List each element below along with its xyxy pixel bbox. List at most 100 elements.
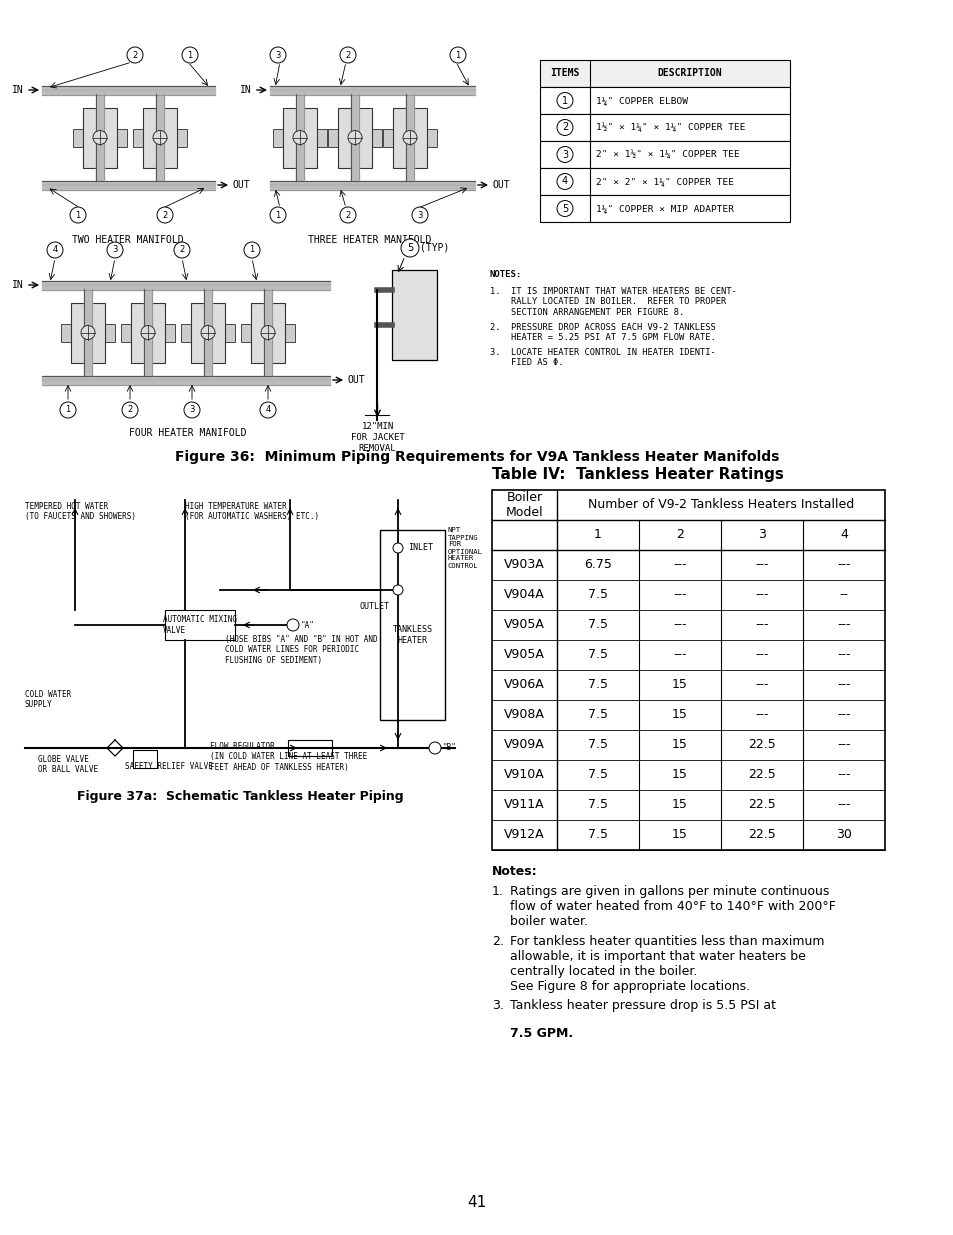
Text: 1.: 1. (492, 885, 503, 898)
Text: ---: --- (755, 709, 768, 721)
Circle shape (184, 403, 200, 417)
Bar (105, 324, 115, 342)
Text: 4: 4 (840, 529, 847, 541)
Text: V910A: V910A (503, 768, 544, 782)
Circle shape (557, 147, 573, 163)
Bar (61, 324, 71, 342)
Text: 30: 30 (835, 829, 851, 841)
Text: 4: 4 (561, 177, 567, 186)
Text: 15: 15 (671, 739, 687, 752)
Bar (273, 128, 283, 147)
Text: V909A: V909A (503, 739, 544, 752)
Text: 7.5: 7.5 (587, 619, 607, 631)
Text: 2: 2 (345, 210, 351, 220)
Text: THREE HEATER MANIFOLD: THREE HEATER MANIFOLD (308, 235, 432, 245)
Circle shape (557, 120, 573, 136)
Text: 2" × 1½" × 1¼" COPPER TEE: 2" × 1½" × 1¼" COPPER TEE (596, 149, 739, 159)
Text: 6.75: 6.75 (583, 558, 611, 572)
Text: 2: 2 (345, 51, 351, 59)
Text: ---: --- (755, 558, 768, 572)
Text: For tankless heater quantities less than maximum
allowable, it is important that: For tankless heater quantities less than… (510, 935, 823, 993)
Circle shape (122, 403, 138, 417)
Text: 15: 15 (671, 768, 687, 782)
Text: NOTES:: NOTES: (490, 270, 521, 279)
Text: REMOVAL: REMOVAL (358, 445, 395, 453)
Text: HIGH TEMPERATURE WATER
(FOR AUTOMATIC WASHERS, ETC.): HIGH TEMPERATURE WATER (FOR AUTOMATIC WA… (185, 501, 319, 521)
Text: V908A: V908A (503, 709, 544, 721)
Text: 3: 3 (275, 51, 280, 59)
Bar (83, 107, 117, 168)
Text: DESCRIPTION: DESCRIPTION (657, 68, 721, 79)
Text: IN: IN (240, 85, 252, 95)
Circle shape (393, 543, 402, 553)
Circle shape (244, 242, 260, 258)
Text: ---: --- (673, 558, 686, 572)
Text: ---: --- (755, 589, 768, 601)
Text: 15: 15 (671, 829, 687, 841)
Text: 2: 2 (561, 122, 568, 132)
Text: ---: --- (837, 558, 850, 572)
Text: 7.5: 7.5 (587, 799, 607, 811)
Bar (382, 128, 393, 147)
Circle shape (157, 207, 172, 224)
Bar (71, 303, 105, 363)
Text: ---: --- (837, 709, 850, 721)
Text: 41: 41 (467, 1195, 486, 1210)
Text: 22.5: 22.5 (747, 829, 775, 841)
Text: V905A: V905A (503, 648, 544, 662)
Bar (328, 128, 337, 147)
Text: 4: 4 (52, 246, 57, 254)
Text: 1: 1 (249, 246, 254, 254)
Text: ---: --- (755, 648, 768, 662)
Text: 2: 2 (132, 51, 137, 59)
Text: Notes:: Notes: (492, 864, 537, 878)
Circle shape (339, 47, 355, 63)
Text: 15: 15 (671, 799, 687, 811)
Text: IN: IN (12, 280, 24, 290)
Text: Table IV:  Tankless Heater Ratings: Table IV: Tankless Heater Ratings (492, 467, 783, 482)
Text: Ratings are given in gallons per minute continuous
flow of water heated from 40°: Ratings are given in gallons per minute … (510, 885, 835, 927)
Text: 3: 3 (189, 405, 194, 415)
Text: (TYP): (TYP) (419, 243, 449, 253)
Circle shape (201, 326, 214, 340)
Text: Tankless heater pressure drop is 5.5 PSI at: Tankless heater pressure drop is 5.5 PSI… (510, 999, 775, 1011)
Text: 3: 3 (416, 210, 422, 220)
Text: FOR JACKET: FOR JACKET (351, 433, 404, 442)
Text: 5: 5 (561, 204, 568, 214)
Text: V906A: V906A (503, 678, 544, 692)
Text: 15: 15 (671, 678, 687, 692)
Circle shape (393, 585, 402, 595)
Text: (HOSE BIBS "A" AND "B" IN HOT AND
COLD WATER LINES FOR PERIODIC
FLUSHING OF SEDI: (HOSE BIBS "A" AND "B" IN HOT AND COLD W… (225, 635, 377, 664)
Text: V905A: V905A (503, 619, 544, 631)
Text: 2: 2 (162, 210, 168, 220)
Text: ---: --- (755, 678, 768, 692)
Text: ---: --- (673, 589, 686, 601)
Text: FLOW REGULATOR
(IN COLD WATER LINE AT LEAST THREE
FEET AHEAD OF TANKLESS HEATER): FLOW REGULATOR (IN COLD WATER LINE AT LE… (210, 742, 367, 772)
Circle shape (92, 131, 107, 144)
Text: 15: 15 (671, 709, 687, 721)
Bar (132, 128, 143, 147)
Circle shape (47, 242, 63, 258)
Circle shape (557, 200, 573, 216)
Text: 4: 4 (265, 405, 271, 415)
Text: 1: 1 (275, 210, 280, 220)
Text: 3.  LOCATE HEATER CONTROL IN HEATER IDENTI-
    FIED AS Φ.: 3. LOCATE HEATER CONTROL IN HEATER IDENT… (490, 348, 715, 367)
Circle shape (141, 326, 154, 340)
Circle shape (348, 131, 361, 144)
Bar (121, 324, 131, 342)
Text: 1¼" COPPER × MIP ADAPTER: 1¼" COPPER × MIP ADAPTER (596, 204, 733, 212)
Text: 1¼" COPPER ELBOW: 1¼" COPPER ELBOW (596, 96, 687, 105)
Text: 1: 1 (455, 51, 460, 59)
Text: OUT: OUT (348, 375, 365, 385)
Bar (316, 128, 327, 147)
Text: 1: 1 (75, 210, 81, 220)
Bar (427, 128, 436, 147)
Text: ---: --- (837, 799, 850, 811)
Text: 1: 1 (187, 51, 193, 59)
Circle shape (81, 326, 95, 340)
Text: V912A: V912A (503, 829, 544, 841)
Text: Number of V9-2 Tankless Heaters Installed: Number of V9-2 Tankless Heaters Installe… (587, 499, 853, 511)
Bar (539, 195, 789, 222)
Text: FOUR HEATER MANIFOLD: FOUR HEATER MANIFOLD (129, 429, 247, 438)
Circle shape (270, 47, 286, 63)
